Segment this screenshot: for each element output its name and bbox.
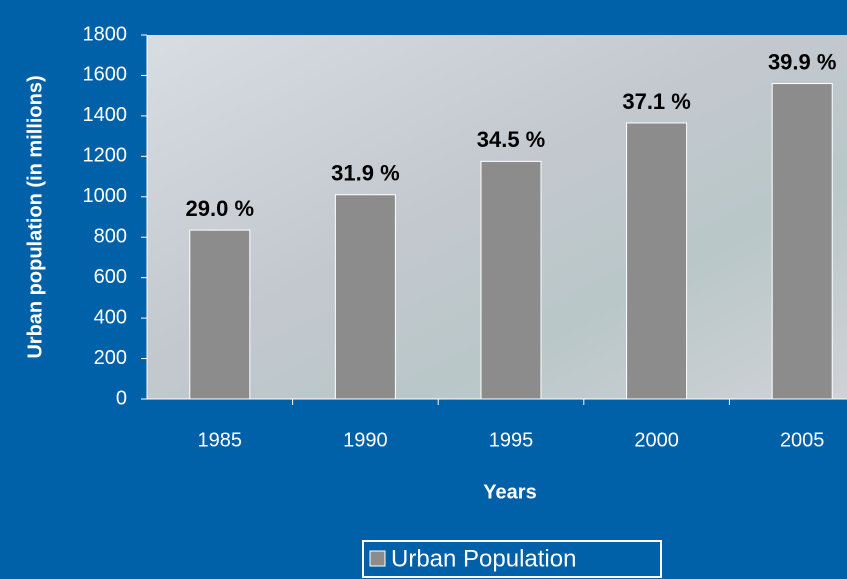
bar-label: 34.5 % [477,127,546,152]
bar [190,230,250,399]
y-tick-label: 0 [116,387,127,409]
bar-label: 31.9 % [331,161,400,186]
y-tick-label: 1400 [83,104,128,126]
bar-label: 39.9 % [768,49,837,74]
y-tick-label: 1000 [83,185,128,207]
y-tick-label: 800 [94,226,127,248]
x-tick-label: 1985 [198,429,243,451]
x-tick-label: 2000 [634,429,679,451]
bar [481,161,541,399]
x-tick-label: 1990 [343,429,388,451]
bar [335,195,395,399]
bar-label: 37.1 % [622,89,691,114]
chart: Urban population (in millions) Years 0 20… [0,0,847,579]
legend-swatch [370,551,385,566]
bar [772,84,832,399]
bar-label: 29.0 % [186,196,255,221]
y-tick-label: 1800 [83,23,128,45]
y-axis-title: Urban population (in millions) [24,75,46,358]
legend-label: Urban Population [391,545,576,572]
x-axis-title: Years [483,481,536,503]
y-tick-label: 400 [94,306,127,328]
y-tick-label: 200 [94,347,127,369]
y-tick-label: 600 [94,266,127,288]
x-tick-label: 1995 [489,429,534,451]
y-tick-label: 1600 [83,64,128,86]
y-tick-label: 1200 [83,145,128,167]
bar [627,123,687,399]
x-tick-label: 2005 [780,429,825,451]
